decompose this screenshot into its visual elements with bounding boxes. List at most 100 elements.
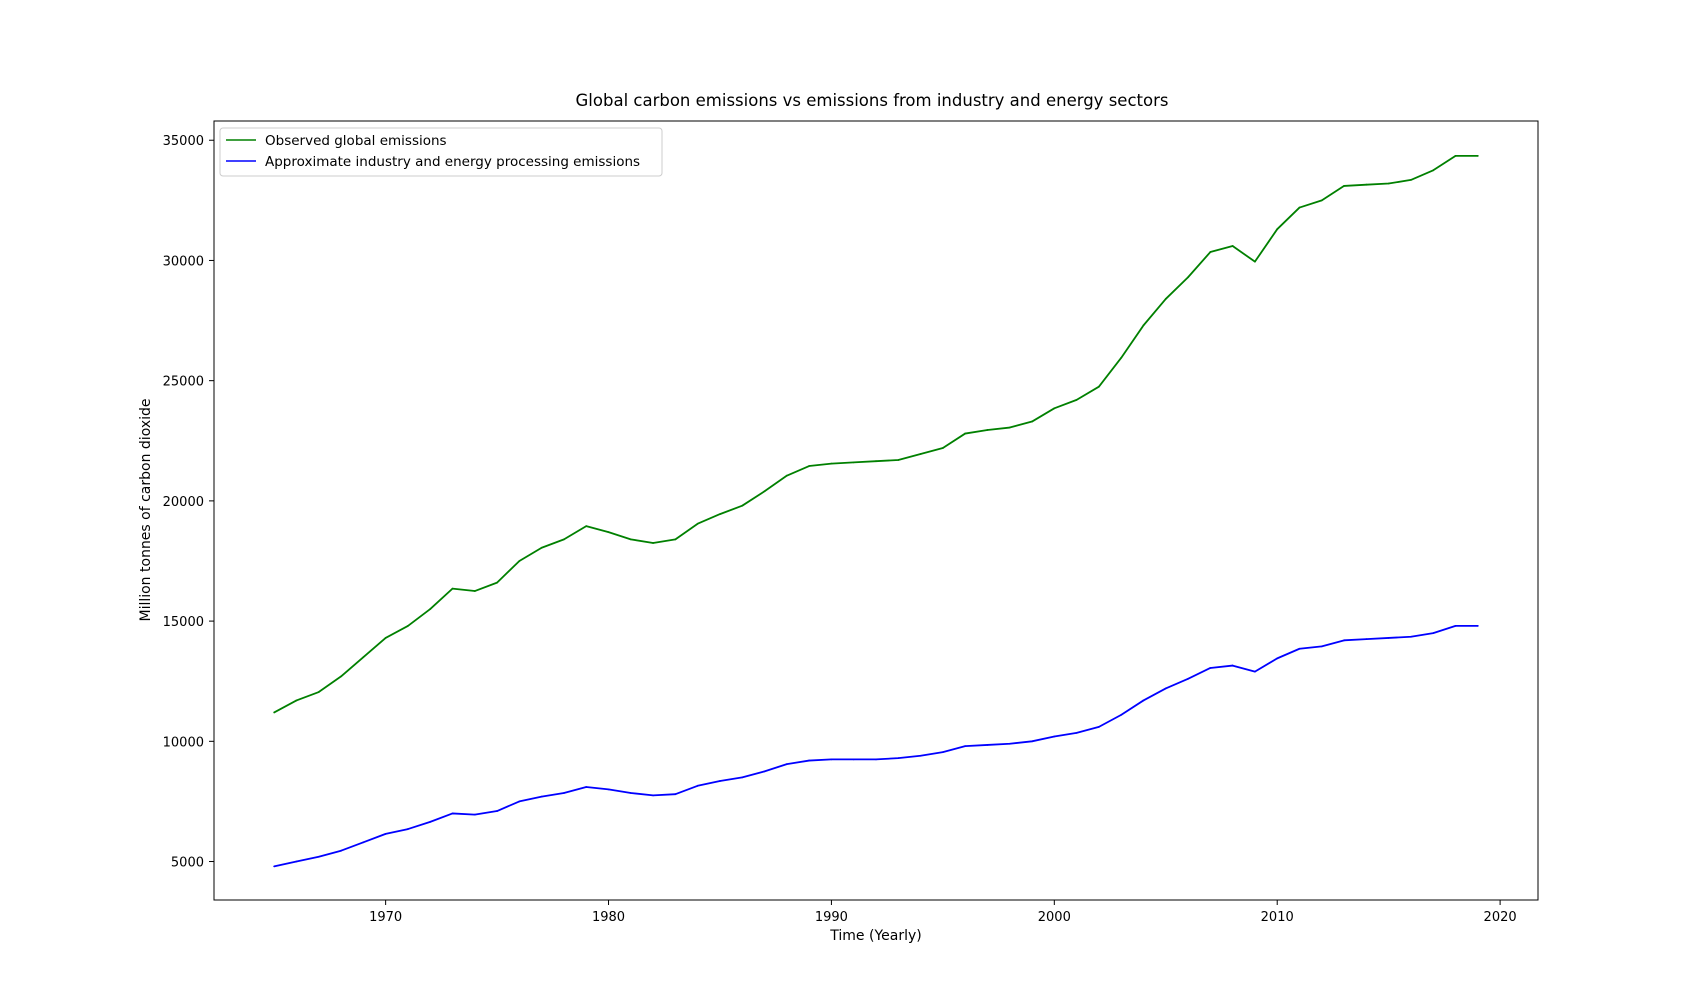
data-point-industry-1982 [652,794,654,797]
x-tick-label-2000: 2000 [1038,910,1071,925]
data-point-observed-1968 [340,675,342,678]
data-point-observed-1997 [986,429,989,431]
data-point-observed-1980 [607,531,610,534]
data-point-industry-1975 [496,810,498,812]
data-point-observed-1987 [763,490,766,493]
data-point-observed-2018 [1454,154,1457,157]
data-point-observed-1986 [741,504,744,507]
data-point-observed-1983 [674,538,677,541]
data-point-industry-1984 [696,784,699,787]
data-point-observed-2000 [1053,407,1056,410]
data-point-observed-1995 [941,447,944,449]
data-point-industry-2013 [1343,639,1345,642]
y-tick-label-5000: 5000 [171,856,204,871]
data-point-observed-2011 [1298,206,1301,209]
data-point-observed-1971 [407,625,409,627]
plot-area-frame [213,120,1539,901]
data-point-industry-2005 [1164,687,1167,690]
y-axis: 5000 10000 15000 20000 25000 30000 35000 [163,134,214,871]
data-point-industry-1980 [607,788,610,791]
data-point-industry-2001 [1075,732,1078,734]
data-point-observed-1970 [384,637,387,639]
data-point-observed-2005 [1164,298,1167,300]
data-point-industry-2004 [1142,699,1145,702]
data-point-industry-2019 [1476,625,1479,627]
y-tick-label-20000: 20000 [163,495,204,510]
data-point-industry-1976 [518,800,521,803]
data-point-industry-2010 [1276,657,1279,660]
data-point-observed-1978 [563,538,565,541]
x-tick-label-1980: 1980 [592,910,625,925]
data-point-industry-1992 [875,758,877,761]
data-point-observed-1994 [919,453,922,455]
data-point-observed-2017 [1432,169,1435,172]
data-point-observed-2004 [1142,324,1145,327]
data-point-observed-1984 [696,522,699,525]
data-point-observed-2012 [1320,199,1323,202]
data-point-industry-1971 [407,828,409,830]
data-point-observed-1977 [540,546,543,549]
data-point-industry-1990 [830,758,833,761]
y-tick-label-10000: 10000 [163,735,204,750]
data-point-observed-2007 [1209,251,1212,253]
data-point-industry-1981 [629,792,632,794]
data-point-industry-2007 [1209,667,1212,669]
y-tick-label-30000: 30000 [163,254,204,269]
x-tick-label-2010: 2010 [1261,910,1294,925]
data-point-industry-1973 [451,812,454,815]
x-tick-label-1970: 1970 [369,910,402,925]
legend-label-observed: Observed global emissions [265,133,447,149]
data-point-industry-1986 [741,776,744,779]
data-point-industry-1998 [1008,742,1011,745]
data-point-industry-2011 [1298,647,1301,650]
data-point-industry-2009 [1254,670,1256,673]
data-point-industry-1970 [384,832,387,835]
data-point-industry-1972 [429,820,432,823]
data-point-industry-1995 [941,751,944,754]
data-point-observed-1981 [629,538,632,541]
data-point-industry-1965 [273,865,276,868]
data-point-industry-2016 [1410,635,1412,638]
data-point-industry-2015 [1387,637,1390,639]
data-point-observed-1982 [652,542,654,544]
data-point-observed-1999 [1031,420,1033,423]
data-point-observed-1985 [719,513,721,516]
y-axis-label: Million tonnes of carbon dioxide [138,398,154,621]
data-point-observed-1990 [830,462,833,465]
data-point-industry-1974 [473,813,476,816]
legend-label-industry: Approximate industry and energy processi… [265,154,640,170]
data-point-industry-2014 [1365,638,1368,641]
data-point-observed-1973 [451,587,454,590]
data-point-observed-2010 [1276,228,1279,231]
data-point-observed-2003 [1120,356,1123,359]
data-point-observed-1989 [808,465,811,467]
x-axis: 1970 1980 1990 2000 2010 2020 [369,900,1517,925]
data-point-observed-2014 [1365,183,1368,186]
data-point-observed-2008 [1231,245,1234,247]
data-point-industry-2018 [1454,625,1457,627]
data-point-industry-1969 [362,841,365,844]
data-point-observed-1998 [1008,426,1011,429]
data-point-observed-1979 [585,525,588,528]
y-tick-label-25000: 25000 [163,375,204,390]
chart-title: Global carbon emissions vs emissions fro… [576,91,1169,110]
y-tick-label-35000: 35000 [163,134,204,149]
data-point-observed-1966 [295,699,298,702]
legend: Observed global emissions Approximate in… [219,127,663,177]
data-point-industry-1979 [585,786,588,788]
data-point-industry-1997 [986,744,989,746]
data-point-observed-2001 [1075,399,1078,401]
data-point-observed-1975 [496,581,498,584]
data-point-observed-1972 [429,608,432,610]
data-point-industry-1999 [1031,740,1033,743]
data-point-observed-2019 [1476,154,1479,157]
data-point-industry-1968 [340,849,342,852]
data-point-industry-1989 [808,759,811,762]
data-point-industry-1978 [563,792,565,794]
data-point-observed-1991 [852,461,855,464]
x-tick-label-2020: 2020 [1484,910,1517,925]
data-point-observed-1974 [473,590,476,592]
data-point-industry-2017 [1432,632,1435,635]
data-point-industry-1967 [317,855,320,858]
